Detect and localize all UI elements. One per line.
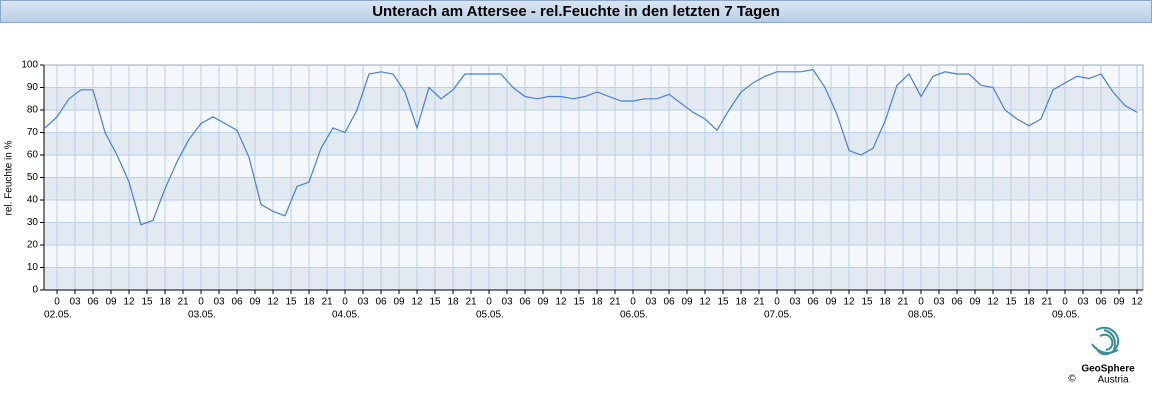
x-tick-label: 03 bbox=[933, 297, 945, 308]
x-tick-label: 03 bbox=[213, 297, 225, 308]
logo-name: GeoSphere bbox=[1081, 364, 1135, 375]
x-tick-label: 18 bbox=[447, 297, 459, 308]
x-tick-label: 12 bbox=[411, 297, 423, 308]
y-tick-label: 50 bbox=[27, 172, 39, 183]
x-tick-label: 06 bbox=[231, 297, 243, 308]
x-tick-label: 06 bbox=[951, 297, 963, 308]
x-tick-label: 09 bbox=[105, 297, 117, 308]
x-tick-label: 18 bbox=[159, 297, 171, 308]
y-axis-label: rel. Feuchte in % bbox=[4, 140, 15, 215]
x-tick-label: 09 bbox=[825, 297, 837, 308]
x-tick-label: 0 bbox=[198, 297, 204, 308]
x-tick-label: 12 bbox=[267, 297, 279, 308]
x-tick-label: 15 bbox=[1005, 297, 1017, 308]
x-tick-label: 0 bbox=[774, 297, 780, 308]
date-label: 07.05. bbox=[764, 310, 792, 321]
x-tick-label: 09 bbox=[969, 297, 981, 308]
y-tick-label: 20 bbox=[27, 240, 39, 251]
x-tick-label: 06 bbox=[87, 297, 99, 308]
x-tick-label: 09 bbox=[537, 297, 549, 308]
x-tick-label: 18 bbox=[1023, 297, 1035, 308]
x-tick-label: 06 bbox=[375, 297, 387, 308]
logo-icon bbox=[1091, 326, 1120, 356]
x-tick-label: 0 bbox=[54, 297, 60, 308]
x-tick-label: 21 bbox=[897, 297, 909, 308]
x-tick-label: 18 bbox=[735, 297, 747, 308]
grid-band bbox=[44, 132, 1143, 155]
x-tick-label: 15 bbox=[573, 297, 585, 308]
x-tick-label: 03 bbox=[501, 297, 513, 308]
date-label: 04.05. bbox=[332, 310, 360, 321]
x-tick-label: 03 bbox=[645, 297, 657, 308]
x-tick-label: 21 bbox=[177, 297, 189, 308]
y-tick-label: 10 bbox=[27, 262, 39, 273]
x-tick-label: 06 bbox=[663, 297, 675, 308]
logo-sub: Austria bbox=[1097, 375, 1129, 386]
x-tick-label: 15 bbox=[717, 297, 729, 308]
y-tick-label: 100 bbox=[21, 60, 38, 71]
y-tick-label: 70 bbox=[27, 127, 39, 138]
x-tick-label: 18 bbox=[879, 297, 891, 308]
logo: GeoSphere Austria © bbox=[1068, 326, 1135, 386]
x-tick-label: 0 bbox=[486, 297, 492, 308]
x-tick-label: 09 bbox=[393, 297, 405, 308]
y-tick-label: 0 bbox=[32, 285, 38, 296]
x-tick-label: 09 bbox=[681, 297, 693, 308]
x-tick-label: 21 bbox=[753, 297, 765, 308]
date-label: 08.05. bbox=[908, 310, 936, 321]
x-tick-label: 21 bbox=[1041, 297, 1053, 308]
x-tick-label: 12 bbox=[555, 297, 567, 308]
y-tick-label: 90 bbox=[27, 82, 39, 93]
x-tick-label: 03 bbox=[357, 297, 369, 308]
x-tick-label: 21 bbox=[465, 297, 477, 308]
y-tick-label: 30 bbox=[27, 217, 39, 228]
chart-title: Unterach am Attersee - rel.Feuchte in de… bbox=[372, 3, 780, 20]
x-tick-label: 15 bbox=[429, 297, 441, 308]
x-tick-label: 03 bbox=[1077, 297, 1089, 308]
x-tick-label: 12 bbox=[987, 297, 999, 308]
copyright: © bbox=[1068, 374, 1076, 385]
x-tick-label: 03 bbox=[69, 297, 81, 308]
grid-band bbox=[44, 222, 1143, 245]
date-label: 06.05. bbox=[620, 310, 648, 321]
x-tick-label: 0 bbox=[630, 297, 636, 308]
x-tick-label: 21 bbox=[321, 297, 333, 308]
x-tick-label: 12 bbox=[1131, 297, 1143, 308]
x-tick-label: 15 bbox=[861, 297, 873, 308]
date-label: 09.05. bbox=[1052, 310, 1080, 321]
x-tick-label: 15 bbox=[285, 297, 297, 308]
x-tick-label: 21 bbox=[609, 297, 621, 308]
grid-band bbox=[44, 177, 1143, 200]
x-tick-label: 06 bbox=[519, 297, 531, 308]
data-line bbox=[44, 68, 1138, 226]
x-tick-label: 06 bbox=[1095, 297, 1107, 308]
y-tick-label: 40 bbox=[27, 195, 39, 206]
x-tick-label: 09 bbox=[249, 297, 261, 308]
date-label: 02.05. bbox=[44, 310, 72, 321]
date-label: 03.05. bbox=[188, 310, 216, 321]
x-tick-label: 09 bbox=[1113, 297, 1125, 308]
grid-band bbox=[44, 267, 1143, 290]
grid-band bbox=[44, 87, 1143, 110]
x-tick-label: 12 bbox=[843, 297, 855, 308]
x-tick-label: 0 bbox=[1062, 297, 1068, 308]
x-tick-label: 18 bbox=[591, 297, 603, 308]
x-tick-label: 03 bbox=[789, 297, 801, 308]
y-tick-label: 60 bbox=[27, 150, 39, 161]
x-tick-label: 0 bbox=[342, 297, 348, 308]
x-tick-label: 15 bbox=[141, 297, 153, 308]
x-tick-label: 12 bbox=[123, 297, 135, 308]
date-label: 05.05. bbox=[476, 310, 504, 321]
x-tick-label: 18 bbox=[303, 297, 315, 308]
y-tick-label: 80 bbox=[27, 105, 39, 116]
x-tick-label: 0 bbox=[918, 297, 924, 308]
x-tick-label: 06 bbox=[807, 297, 819, 308]
x-tick-label: 12 bbox=[699, 297, 711, 308]
